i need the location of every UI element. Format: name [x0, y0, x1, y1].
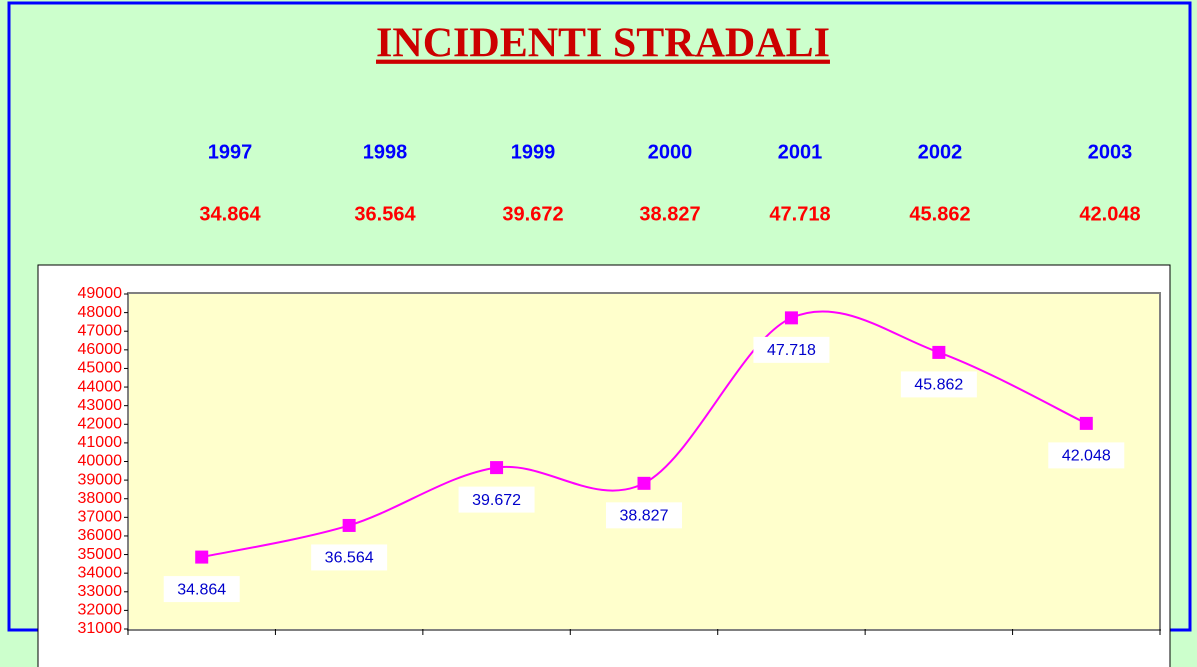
data-label: 39.672	[472, 492, 521, 509]
value-text: 34.864	[199, 203, 261, 225]
y-tick-label: 48000	[78, 304, 123, 321]
y-tick-label: 42000	[78, 415, 123, 432]
y-tick-label: 36000	[78, 527, 123, 544]
year-label: 2000	[648, 141, 693, 163]
y-tick-label: 40000	[78, 453, 123, 470]
label-box	[1048, 442, 1125, 469]
value-text: 42.048	[1079, 203, 1140, 225]
y-tick-label: 46000	[78, 341, 123, 358]
value-text: 38.827	[639, 203, 700, 225]
value-text: 36.564	[354, 203, 416, 225]
plot-area	[127, 292, 1161, 631]
y-tick-label: 32000	[78, 602, 123, 619]
y-tick-label: 38000	[78, 490, 123, 507]
label-box	[900, 371, 977, 398]
y-tick-label: 34000	[78, 564, 123, 581]
y-tick-label: 47000	[78, 322, 123, 339]
year-label: 1998	[363, 141, 408, 163]
y-tick-label: 33000	[78, 583, 123, 600]
marker	[1079, 416, 1093, 430]
year-label: 2001	[778, 141, 823, 163]
label-box	[311, 544, 388, 571]
year-label: 2002	[918, 141, 963, 163]
y-tick-label: 43000	[78, 397, 123, 414]
title: INCIDENTI STRADALI	[376, 21, 830, 67]
label-box	[606, 502, 682, 529]
value-text: 45.862	[909, 203, 970, 225]
value-text: 39.672	[502, 203, 563, 225]
year-label: 1997	[208, 141, 253, 163]
label-box	[753, 336, 830, 363]
y-tick-label: 45000	[78, 360, 123, 377]
label-box	[163, 576, 240, 603]
y-tick-label: 37000	[78, 509, 123, 526]
marker	[490, 461, 504, 475]
data-label: 45.862	[914, 377, 963, 394]
marker	[195, 550, 209, 564]
y-tick-label: 41000	[78, 434, 123, 451]
value-text: 47.718	[769, 203, 830, 225]
data-label: 36.564	[325, 550, 374, 567]
marker	[784, 311, 798, 325]
year-label: 1999	[511, 141, 556, 163]
y-tick-label: 31000	[78, 620, 123, 637]
y-tick-label: 35000	[78, 546, 123, 563]
marker	[342, 518, 356, 532]
data-label: 42.048	[1062, 448, 1111, 465]
y-tick-label: 49000	[78, 285, 123, 302]
data-label: 38.827	[620, 508, 669, 525]
year-label: 2003	[1088, 141, 1133, 163]
marker	[637, 476, 651, 490]
data-label: 47.718	[767, 342, 816, 359]
label-box	[458, 486, 535, 513]
marker	[932, 345, 946, 359]
data-label: 34.864	[177, 581, 226, 598]
y-tick-label: 39000	[78, 471, 123, 488]
y-tick-label: 44000	[78, 378, 123, 395]
